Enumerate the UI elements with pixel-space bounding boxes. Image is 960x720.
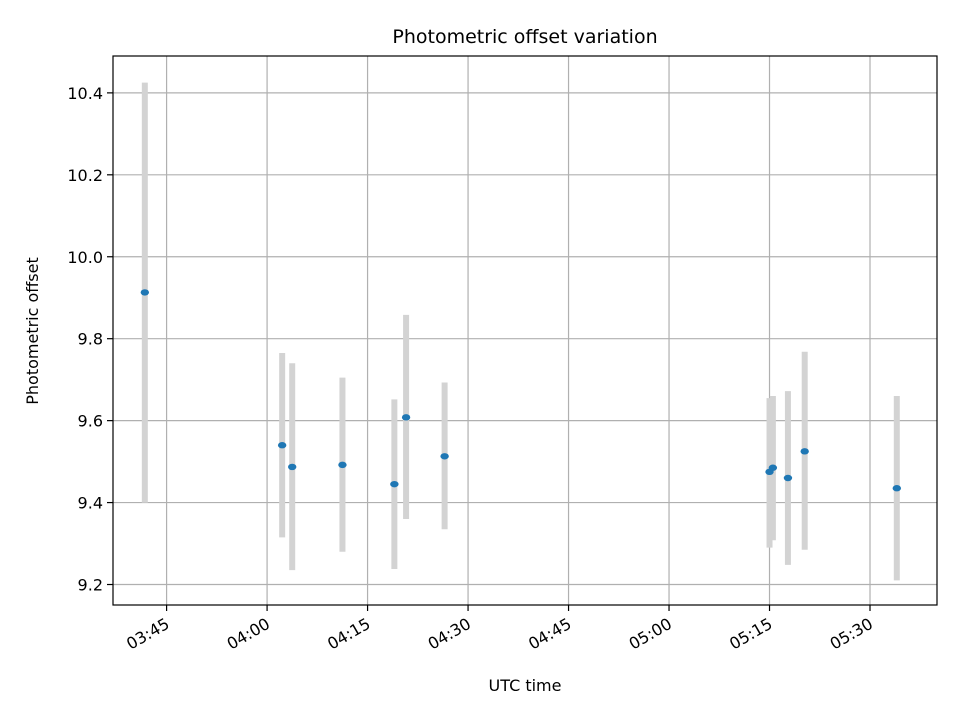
grid-layer [113,56,937,605]
data-point [800,448,809,455]
data-point [783,474,793,482]
y-tick-label: 10.0 [67,248,103,267]
data-point [401,414,411,421]
y-tick-label: 9.6 [78,412,103,431]
data-point [440,453,449,460]
data-point [768,464,778,471]
x-axis-label: UTC time [489,676,562,695]
data-point [288,463,297,471]
data-point [892,485,902,492]
y-tick-label: 9.2 [78,576,103,595]
y-tick-label: 9.8 [78,330,103,349]
data-point [390,480,399,488]
y-axis-label: Photometric offset [23,257,42,405]
chart-title: Photometric offset variation [392,26,657,48]
y-tick-label: 9.4 [78,494,103,513]
data-point [277,442,287,449]
plot-frame [112,55,938,606]
data-point [338,461,347,469]
y-tick-label: 10.4 [67,84,103,103]
y-axis: 9.2 9.4 9.6 9.8 10.0 10.2 10.4 [67,84,113,595]
y-tick-label: 10.2 [67,166,103,185]
data-point [140,289,150,296]
point-layer [140,289,902,492]
